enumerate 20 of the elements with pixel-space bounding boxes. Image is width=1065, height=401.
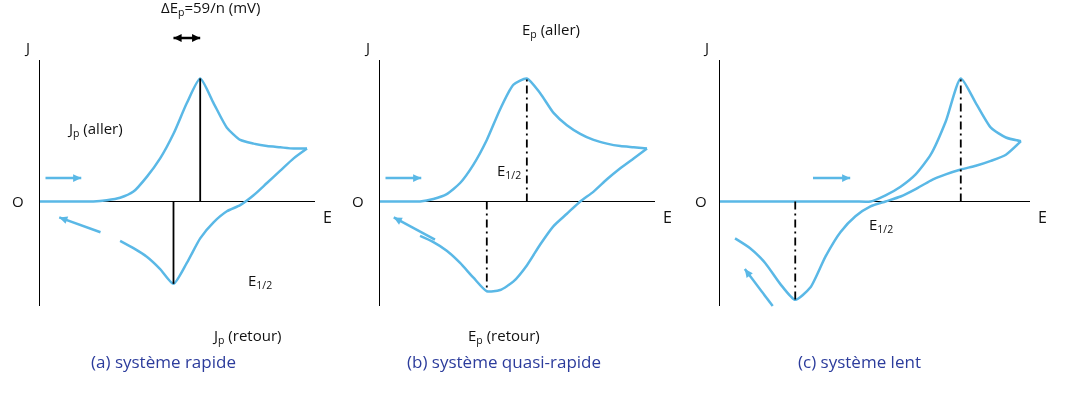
y-axis-title: J — [703, 37, 710, 57]
annotation: J$_{p}$ (aller) — [67, 118, 123, 141]
text: (c) système lent — [798, 350, 921, 373]
x-axis-title: E — [323, 206, 332, 228]
text: O — [352, 191, 364, 211]
text: E$_{p}$ (retour) — [468, 325, 540, 348]
x-axis-title: E — [1038, 206, 1047, 228]
y-axis-title: J — [24, 37, 31, 57]
x-axis-title: E — [663, 206, 672, 228]
text: O — [695, 191, 707, 211]
y-axis-title: J — [364, 37, 371, 57]
text: E$_{p}$ (aller) — [522, 19, 580, 42]
text: O — [12, 191, 24, 211]
text: (b) système quasi-rapide — [407, 350, 602, 373]
text: (a) système rapide — [91, 350, 236, 373]
text: ΔE$_{p}$=59/n (mV) — [161, 0, 261, 20]
annotation: E$_{1/2}$ — [497, 160, 522, 183]
annotation: E$_{1/2}$ — [869, 214, 894, 237]
annotation: E$_{1/2}$ — [248, 270, 273, 293]
text: J$_{p}$ (retour) — [212, 325, 282, 348]
